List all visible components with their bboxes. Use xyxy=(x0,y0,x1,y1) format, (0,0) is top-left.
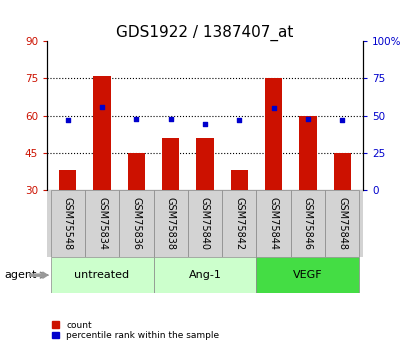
Bar xyxy=(256,257,359,293)
Bar xyxy=(256,190,290,257)
Bar xyxy=(290,190,324,257)
Bar xyxy=(196,138,213,190)
Point xyxy=(201,122,208,127)
Text: GSM75548: GSM75548 xyxy=(63,197,72,250)
Bar xyxy=(153,257,256,293)
Bar xyxy=(230,170,247,190)
Bar xyxy=(59,170,76,190)
Bar xyxy=(264,79,281,190)
Bar xyxy=(153,190,187,257)
Text: GSM75842: GSM75842 xyxy=(234,197,244,250)
Bar xyxy=(128,152,145,190)
Bar xyxy=(50,190,85,257)
Legend: count, percentile rank within the sample: count, percentile rank within the sample xyxy=(52,321,219,341)
Bar xyxy=(324,190,359,257)
Point xyxy=(99,104,105,109)
Point xyxy=(133,116,139,121)
Bar xyxy=(119,190,153,257)
Text: untreated: untreated xyxy=(74,270,129,280)
Text: GSM75840: GSM75840 xyxy=(200,197,209,250)
Point xyxy=(338,117,345,123)
Title: GDS1922 / 1387407_at: GDS1922 / 1387407_at xyxy=(116,25,293,41)
Text: GSM75844: GSM75844 xyxy=(268,197,278,250)
Bar xyxy=(85,190,119,257)
Point xyxy=(304,116,310,121)
Bar xyxy=(222,190,256,257)
Text: GSM75838: GSM75838 xyxy=(165,197,175,250)
Bar xyxy=(162,138,179,190)
Text: GSM75834: GSM75834 xyxy=(97,197,107,250)
Text: Ang-1: Ang-1 xyxy=(188,270,221,280)
Bar xyxy=(93,76,110,190)
Point xyxy=(64,117,71,123)
Bar xyxy=(299,116,316,190)
Text: agent: agent xyxy=(4,270,36,280)
Text: GSM75836: GSM75836 xyxy=(131,197,141,250)
Text: GSM75848: GSM75848 xyxy=(337,197,346,250)
Text: VEGF: VEGF xyxy=(292,270,322,280)
Point xyxy=(270,106,276,111)
Bar xyxy=(333,152,350,190)
Point xyxy=(167,116,173,121)
Bar xyxy=(50,257,153,293)
Text: GSM75846: GSM75846 xyxy=(302,197,312,250)
Bar xyxy=(187,190,222,257)
Point xyxy=(236,117,242,123)
